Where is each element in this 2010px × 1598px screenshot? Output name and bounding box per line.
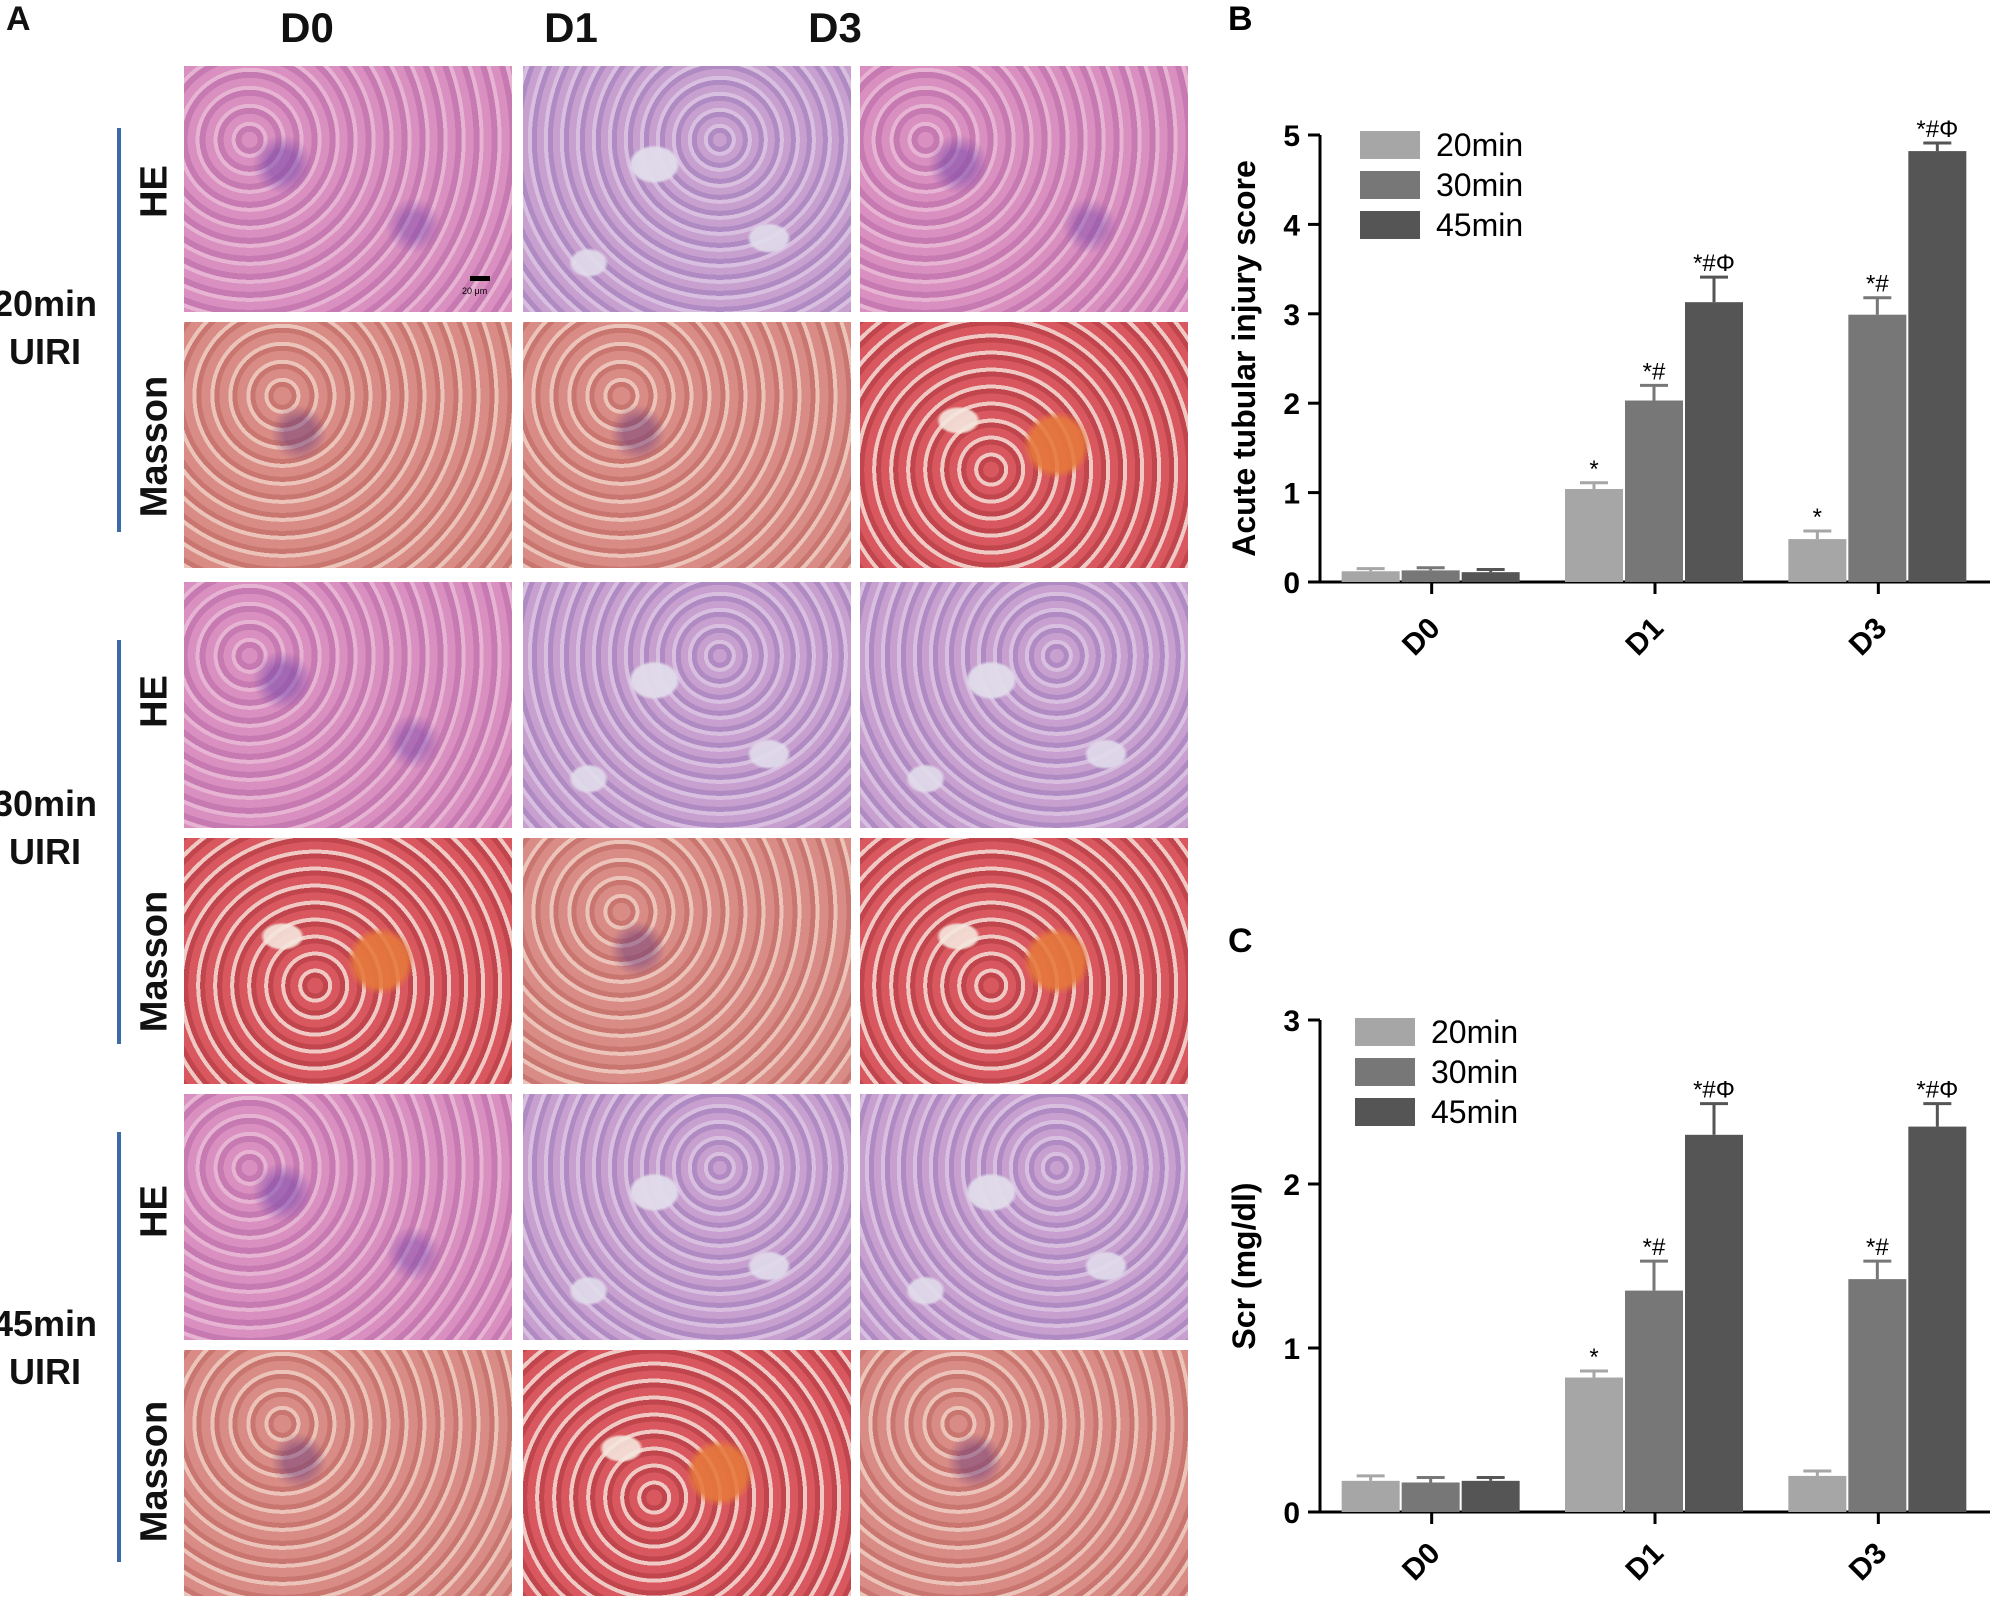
chart-b-bar-30min-D1 (1625, 400, 1683, 582)
micrograph-he-20min-d1 (523, 66, 851, 312)
chart-c-bar-30min-D1 (1625, 1290, 1683, 1512)
group-bracket-30min (117, 640, 121, 1044)
chart-c-bar-20min-D3 (1788, 1475, 1847, 1512)
column-header-d0: D0 (280, 4, 334, 51)
chart-b-bar-30min-D0 (1401, 570, 1460, 582)
chart-b-legend-swatch-20min (1360, 131, 1420, 159)
micrograph-he-20min-d3 (860, 66, 1188, 312)
chart-c-category-label: D3 (1843, 1537, 1893, 1587)
panel-a-letter: A (6, 0, 31, 38)
chart-b-significance-label: *#Φ (1916, 116, 1958, 143)
chart-c-legend-swatch-30min (1355, 1058, 1415, 1086)
micrograph-masson-20min-d3 (860, 322, 1188, 568)
chart-c-bar-45min-D0 (1461, 1480, 1520, 1512)
chart-c-y-tick-label: 2 (1283, 1169, 1300, 1202)
chart-c-category-label: D0 (1396, 1537, 1446, 1587)
micrograph-masson-20min-d0 (184, 322, 512, 568)
micrograph-he-20min-d0 (184, 66, 512, 312)
chart-b-bar-20min-D3 (1788, 539, 1847, 582)
chart-c-significance-label: *#Φ (1916, 1077, 1958, 1104)
chart-c-legend-label-45min: 45min (1431, 1094, 1518, 1130)
chart-b-significance-label: *# (1866, 271, 1889, 298)
micrograph-he-30min-d3 (860, 582, 1188, 828)
chart-b-bar-30min-D3 (1848, 314, 1907, 582)
chart-b-bar-20min-D1 (1565, 489, 1623, 582)
chart-c-bar-30min-D0 (1401, 1482, 1460, 1512)
micrograph-masson-45min-d0 (184, 1350, 512, 1596)
chart-c-legend-swatch-45min (1355, 1098, 1415, 1126)
chart-c-legend-label-30min: 30min (1431, 1054, 1518, 1090)
chart-b-y-tick-label: 4 (1283, 209, 1300, 242)
chart-b-category-label: D1 (1619, 612, 1669, 662)
chart-b-letter: B (1228, 0, 1253, 38)
chart-c-category-label: D1 (1619, 1537, 1669, 1587)
chart-c-y-tick-label: 0 (1283, 1497, 1300, 1530)
chart-c-bar-45min-D3 (1908, 1126, 1967, 1512)
chart-b-significance-label: *#Φ (1693, 250, 1735, 277)
column-header-d3: D3 (808, 4, 862, 51)
chart-b-significance-label: *# (1643, 358, 1666, 385)
chart-b-legend-swatch-30min (1360, 171, 1420, 199)
chart-b-legend-label-30min: 30min (1436, 167, 1523, 203)
column-header-d1: D1 (544, 4, 598, 51)
chart-b-y-tick-label: 0 (1283, 567, 1300, 600)
micrograph-masson-30min-d1 (523, 838, 851, 1084)
micrograph-masson-30min-d0 (184, 838, 512, 1084)
chart-b-y-tick-label: 3 (1283, 299, 1300, 332)
group-label-30min: 30min UIRI (0, 783, 98, 872)
scale-bar-label: 20 μm (462, 286, 488, 296)
group-bracket-45min (117, 1132, 121, 1562)
chart-b-y-tick-label: 2 (1283, 388, 1300, 421)
chart-c-bar-20min-D0 (1341, 1480, 1400, 1512)
group-label-20min: 20min UIRI (0, 283, 98, 372)
micrograph-he-45min-d1 (523, 1094, 851, 1340)
chart-c-significance-label: * (1589, 1344, 1598, 1371)
chart-b-y-tick-label: 1 (1283, 478, 1300, 511)
chart-b-bar-45min-D3 (1908, 151, 1967, 583)
micrograph-he-30min-d0 (184, 582, 512, 828)
chart-c-y-tick-label: 3 (1283, 1005, 1300, 1038)
chart-b-legend-label-45min: 45min (1436, 207, 1523, 243)
chart-b-category-label: D3 (1843, 612, 1893, 662)
chart-c-significance-label: *# (1643, 1234, 1666, 1261)
chart-b-significance-label: * (1813, 504, 1822, 531)
chart-b-y-axis-label: Acute tubular injury score (1226, 160, 1262, 557)
micrograph-he-30min-d1 (523, 582, 851, 828)
chart-b-bar-45min-D1 (1685, 302, 1743, 582)
chart-b-legend-swatch-45min (1360, 211, 1420, 239)
group-bracket-20min (117, 128, 121, 532)
chart-c-significance-label: *# (1866, 1234, 1889, 1261)
chart-b-category-label: D0 (1396, 612, 1446, 662)
chart-c-legend-label-20min: 20min (1431, 1014, 1518, 1050)
chart-c-y-axis-label: Scr (mg/dl) (1226, 1182, 1262, 1349)
chart-c-legend-swatch-20min (1355, 1018, 1415, 1046)
micrograph-masson-45min-d3 (860, 1350, 1188, 1596)
micrograph-he-45min-d3 (860, 1094, 1188, 1340)
chart-c-bar-30min-D3 (1848, 1279, 1907, 1512)
chart-b-significance-label: * (1589, 456, 1598, 483)
chart-c-bar-45min-D1 (1685, 1134, 1743, 1512)
micrograph-masson-30min-d3 (860, 838, 1188, 1084)
chart-c-y-tick-label: 1 (1283, 1333, 1300, 1366)
micrograph-masson-45min-d1 (523, 1350, 851, 1596)
group-label-45min: 45min UIRI (0, 1303, 98, 1392)
chart-c-significance-label: *#Φ (1693, 1077, 1735, 1104)
chart-b-bar-20min-D0 (1341, 571, 1400, 582)
chart-b-bar-45min-D0 (1461, 572, 1520, 582)
chart-c-letter: C (1228, 922, 1253, 960)
micrograph-he-45min-d0 (184, 1094, 512, 1340)
scale-bar (470, 276, 490, 281)
chart-b-y-tick-label: 5 (1283, 120, 1300, 153)
chart-c-bar-20min-D1 (1565, 1377, 1623, 1512)
chart-b-legend-label-20min: 20min (1436, 127, 1523, 163)
micrograph-masson-20min-d1 (523, 322, 851, 568)
